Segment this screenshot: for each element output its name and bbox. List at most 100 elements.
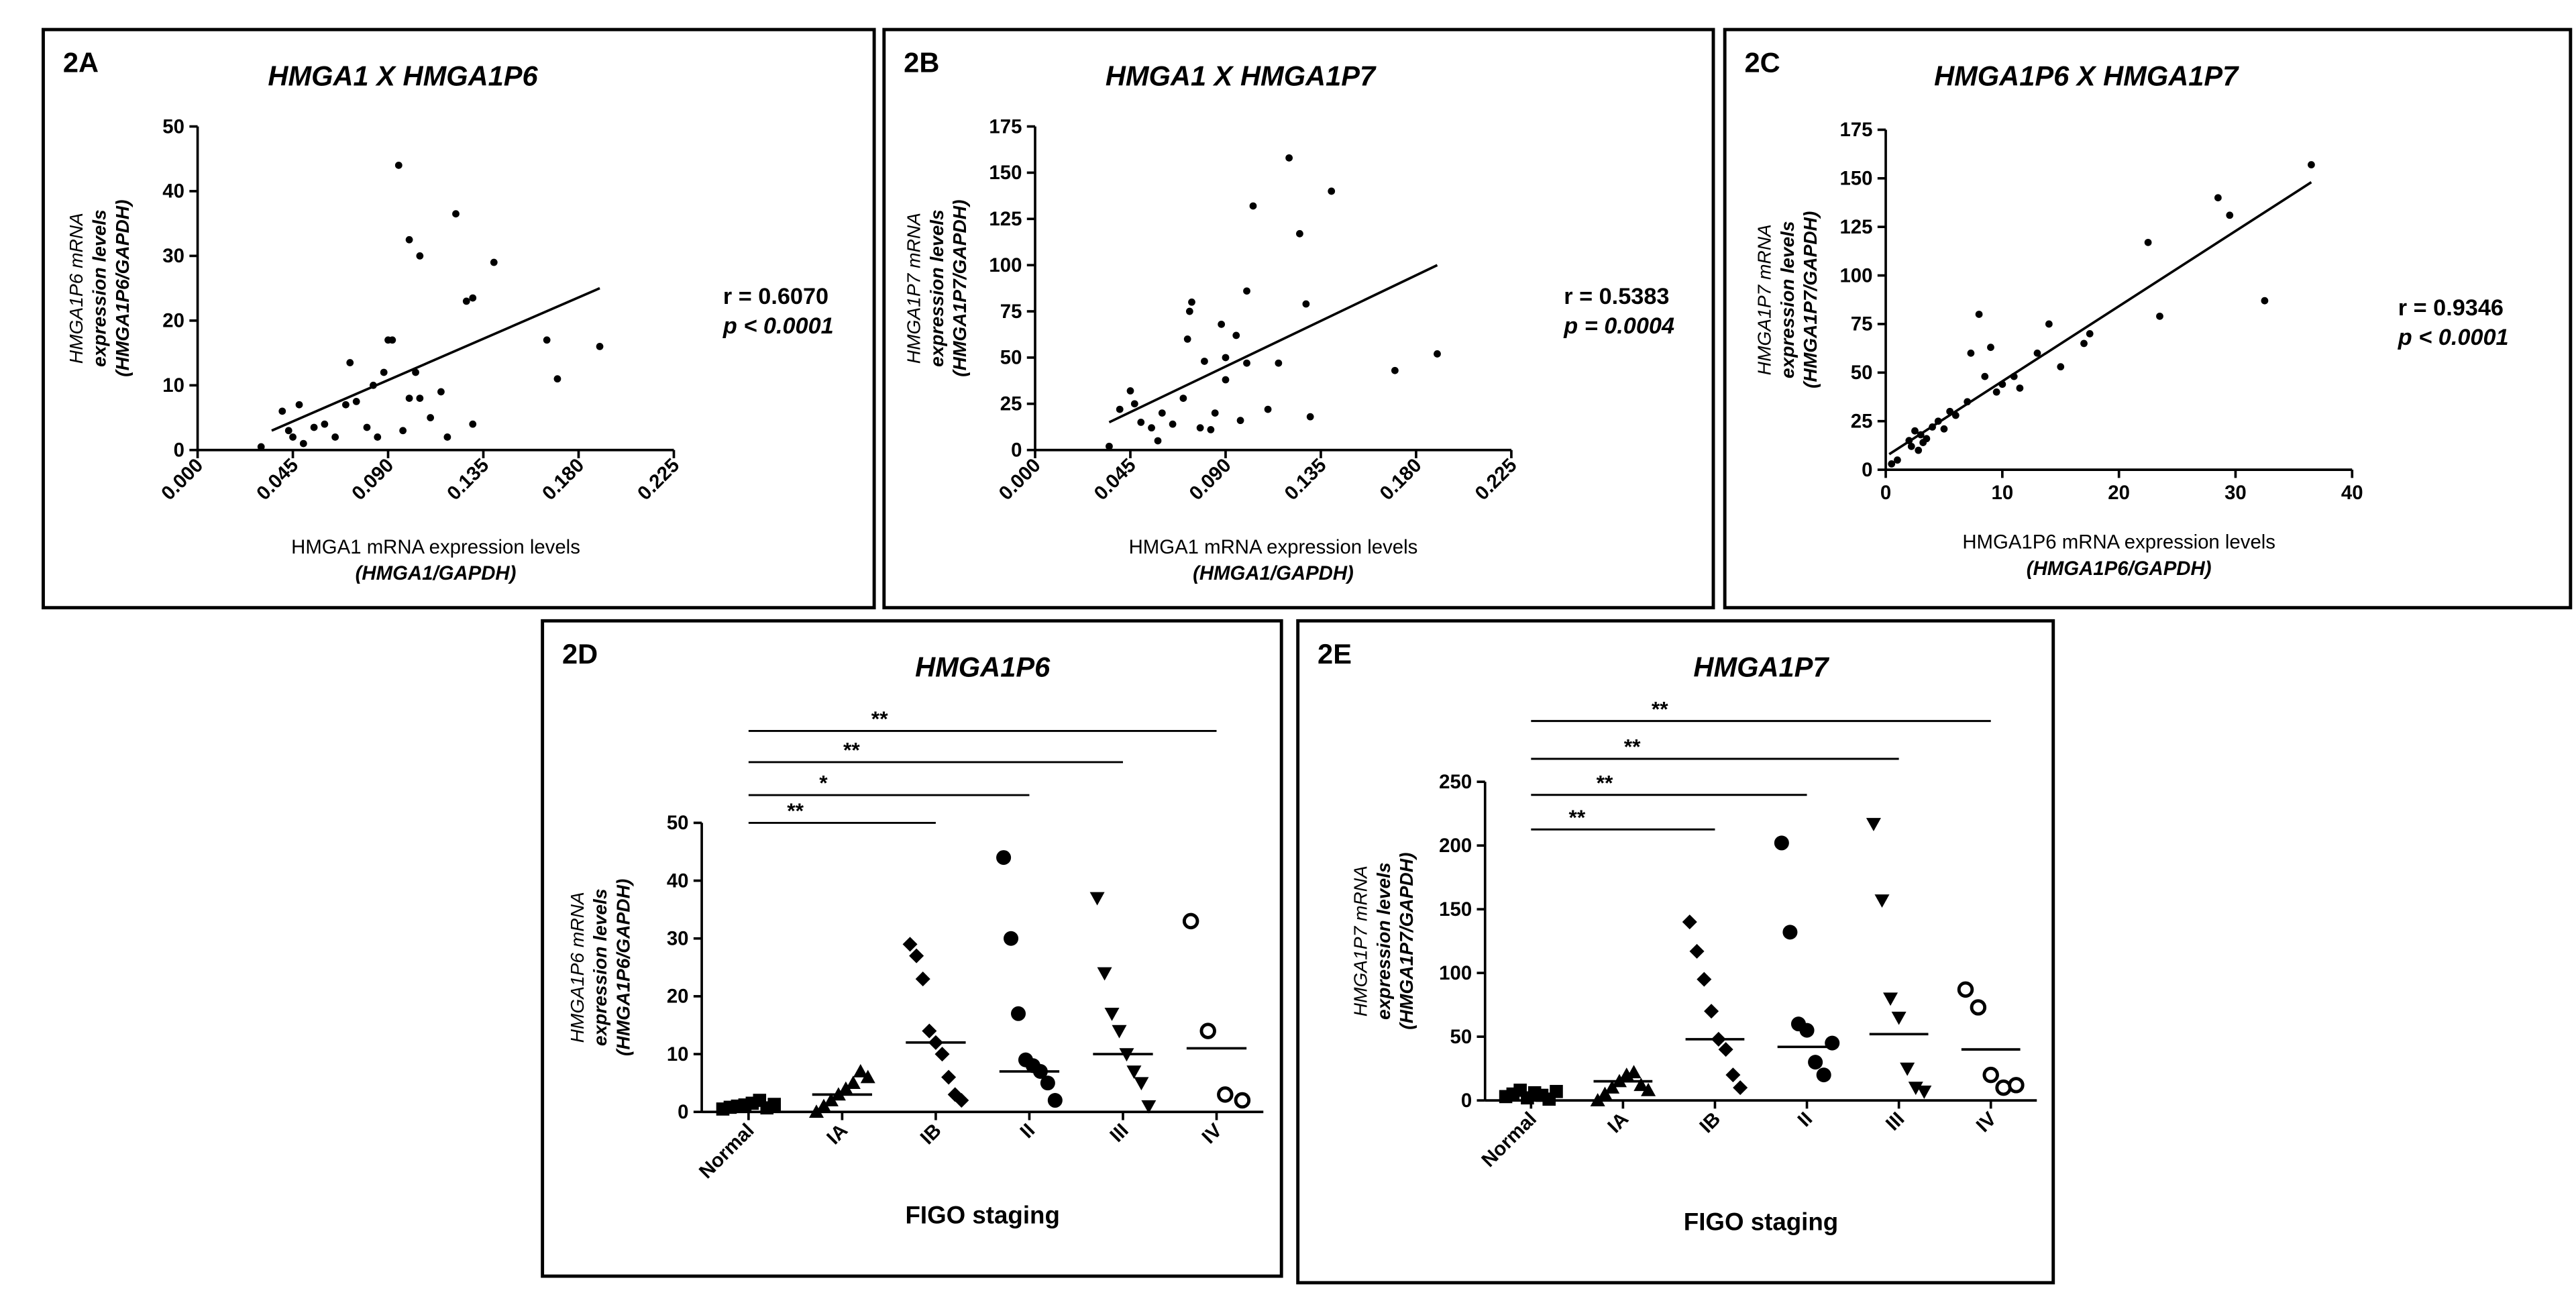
y-tick-label: 150 xyxy=(989,162,1022,184)
chart-title: HMGA1P6 xyxy=(915,651,1051,683)
scatter-point xyxy=(1391,366,1399,374)
marker xyxy=(1682,914,1697,930)
scatter-point xyxy=(412,368,419,376)
y-axis-label: expression levels xyxy=(1373,862,1394,1020)
scatter-point xyxy=(469,420,477,428)
y-axis-label: expression levels xyxy=(1777,221,1798,378)
significance-label: ** xyxy=(787,798,804,823)
marker xyxy=(1883,992,1898,1006)
x-tick-label: 0.225 xyxy=(1470,454,1521,505)
y-tick-label: 30 xyxy=(162,245,184,267)
marker xyxy=(1089,892,1105,906)
scatter-point xyxy=(2033,349,2041,357)
scatter-point xyxy=(2261,297,2269,305)
scatter-point xyxy=(1264,405,1272,413)
y-tick-label: 50 xyxy=(1450,1026,1472,1048)
scatter-point xyxy=(1130,400,1138,408)
marker xyxy=(1182,912,1199,930)
y-axis-label: HMGA1P6 mRNA xyxy=(66,213,87,364)
y-axis-label: HMGA1P7 mRNA xyxy=(1754,224,1775,375)
x-tick-label: 0 xyxy=(1880,482,1891,504)
scatter-point xyxy=(1285,154,1293,162)
marker xyxy=(1040,1076,1055,1091)
marker xyxy=(809,1104,824,1118)
marker xyxy=(823,1092,839,1106)
y-tick-label: 10 xyxy=(667,1043,689,1065)
scatter-point xyxy=(295,401,303,409)
x-tick-label: II xyxy=(1793,1108,1817,1131)
x-axis-label: HMGA1 mRNA expression levels xyxy=(291,536,580,558)
scatter-point xyxy=(2308,161,2315,168)
scatter-point xyxy=(1967,349,1975,357)
scatter-point xyxy=(363,423,371,431)
scatter-point xyxy=(1911,427,1919,435)
y-axis-label: (HMGA1P7/GAPDH) xyxy=(1800,211,1821,388)
marker xyxy=(816,1098,831,1112)
marker xyxy=(2008,1077,2025,1094)
marker xyxy=(1010,1006,1026,1021)
chart-title: HMGA1P6 X HMGA1P7 xyxy=(1934,60,2239,91)
scatter-point xyxy=(437,388,445,396)
marker xyxy=(1047,1092,1063,1108)
scatter-point xyxy=(1888,460,1896,468)
y-axis-label: (HMGA1P7/GAPDH) xyxy=(949,199,970,376)
scatter-point xyxy=(399,427,407,435)
scatter-point xyxy=(1218,320,1226,328)
annotation: p < 0.0001 xyxy=(722,313,834,339)
significance-label: * xyxy=(819,771,828,795)
y-axis-label: HMGA1P6 mRNA xyxy=(567,892,588,1043)
scatter-point xyxy=(1185,307,1193,315)
marker xyxy=(1718,1042,1733,1057)
y-tick-label: 175 xyxy=(989,115,1022,138)
scatter-point xyxy=(462,297,470,305)
scatter-point xyxy=(405,235,413,244)
scatter-point xyxy=(452,210,460,218)
x-tick-label: 30 xyxy=(2224,482,2247,504)
y-tick-label: 10 xyxy=(162,374,184,397)
scatter-point xyxy=(1126,387,1134,395)
x-tick-label: 10 xyxy=(1992,482,2014,504)
marker xyxy=(954,1092,969,1108)
marker xyxy=(1733,1080,1748,1096)
marker xyxy=(1782,925,1798,940)
significance-label: ** xyxy=(1624,735,1641,759)
scatter-point xyxy=(1243,359,1250,367)
marker xyxy=(1704,1004,1719,1019)
marker xyxy=(1141,1100,1157,1114)
y-tick-label: 100 xyxy=(989,254,1022,276)
x-tick-label: 0.090 xyxy=(1185,454,1235,505)
marker xyxy=(1689,943,1705,959)
scatter-point xyxy=(553,375,561,383)
scatter-point xyxy=(1211,409,1219,417)
scatter-point xyxy=(2045,320,2053,328)
scatter-point xyxy=(1236,417,1244,425)
y-tick-label: 125 xyxy=(989,208,1022,230)
scatter-point xyxy=(1154,437,1162,445)
marker xyxy=(1234,1092,1251,1109)
marker xyxy=(941,1069,957,1085)
scatter-point xyxy=(289,433,297,441)
marker xyxy=(1900,1062,1915,1076)
marker xyxy=(1970,999,1987,1016)
chart-title: HMGA1 X HMGA1P6 xyxy=(268,60,538,91)
marker xyxy=(853,1063,868,1078)
marker xyxy=(845,1076,861,1089)
scatter-point xyxy=(543,336,551,344)
x-axis-label: HMGA1 mRNA expression levels xyxy=(1129,536,1418,558)
scatter-point xyxy=(1296,229,1303,238)
panel-frame xyxy=(1296,619,2055,1285)
scatter-point xyxy=(2226,211,2234,219)
significance-label: ** xyxy=(843,738,860,762)
y-axis-label: HMGA1P7 mRNA xyxy=(1350,866,1371,1016)
y-tick-label: 75 xyxy=(1851,313,1873,335)
scatter-point xyxy=(2016,384,2024,392)
scatter-point xyxy=(1196,424,1204,432)
scatter-point xyxy=(342,401,350,409)
marker xyxy=(1917,1086,1932,1099)
panel-frame xyxy=(1723,28,2573,610)
panel-label: 2B xyxy=(904,47,939,78)
marker xyxy=(909,948,924,963)
scatter-point xyxy=(1148,424,1155,432)
y-tick-label: 40 xyxy=(667,870,689,892)
